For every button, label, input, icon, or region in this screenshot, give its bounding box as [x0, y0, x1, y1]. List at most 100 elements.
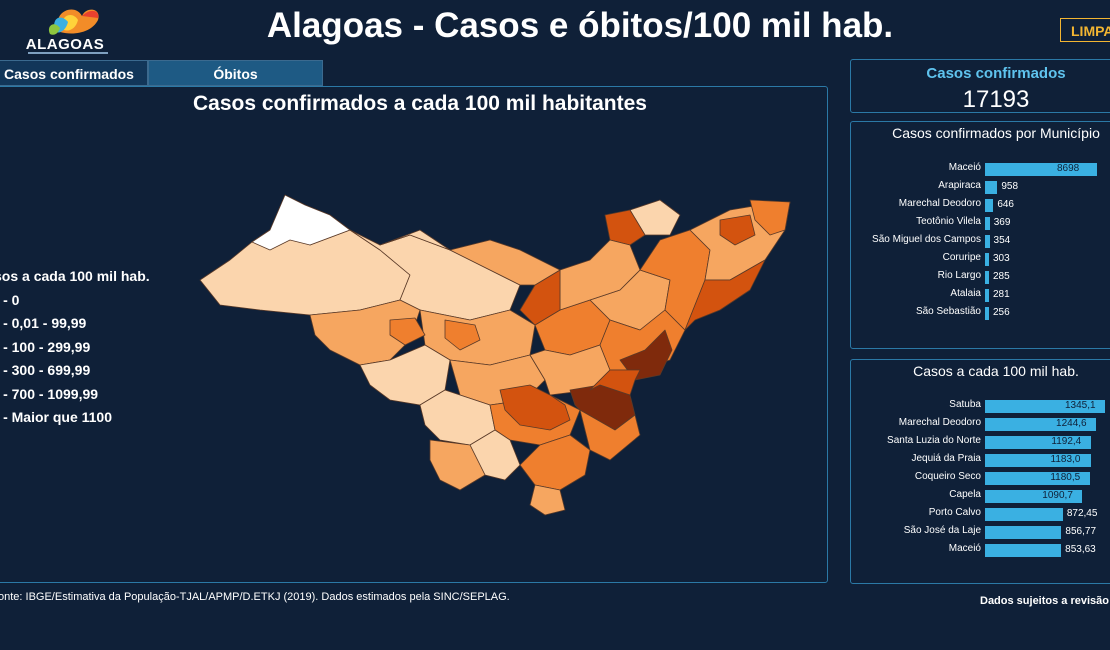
bar-row[interactable]: Teotônio Vilela: [851, 214, 981, 230]
bar-label: Maceió: [948, 543, 981, 554]
bar-label: Marechal Deodoro: [898, 198, 981, 209]
bar[interactable]: [985, 454, 1091, 467]
bar-row[interactable]: Maceió: [851, 541, 981, 557]
map-region[interactable]: [559, 239, 641, 311]
map-region[interactable]: [309, 299, 421, 366]
bar-row[interactable]: Santa Luzia do Norte: [851, 433, 981, 449]
logo-underline: [28, 52, 108, 54]
bar-row[interactable]: Coruripe: [851, 250, 981, 266]
bar[interactable]: [985, 163, 1097, 176]
cases-by-municipality-chart: Casos confirmados por Município Maceió 86…: [850, 121, 1110, 349]
bar[interactable]: [985, 253, 989, 266]
map-region[interactable]: [589, 369, 641, 396]
bar-label: São José da Laje: [903, 525, 981, 536]
bar-value-label: 958: [1001, 181, 1019, 192]
revision-disclaimer: Dados sujeitos a revisão: [980, 595, 1109, 607]
map-region[interactable]: [449, 239, 561, 286]
legend-item[interactable]: ª - Maior que 1100: [0, 409, 113, 425]
tab-casos-confirmados[interactable]: Casos confirmados: [0, 60, 148, 86]
bar-value-label: 646: [997, 199, 1014, 210]
map-region[interactable]: [579, 409, 641, 461]
map-region[interactable]: [499, 384, 571, 431]
legend-item[interactable]: ª - 700 - 1099,99: [0, 385, 99, 402]
bar-label: Coqueiro Seco: [914, 471, 981, 482]
map-region[interactable]: [719, 214, 756, 246]
map-region[interactable]: [251, 194, 351, 251]
legend-item[interactable]: ª - 300 - 699,99: [0, 362, 91, 378]
bar[interactable]: [985, 289, 989, 302]
bar[interactable]: [985, 472, 1091, 485]
bar[interactable]: [985, 544, 1062, 557]
kpi-value: 17193: [962, 86, 1030, 113]
bar-row[interactable]: Rio Largo: [851, 268, 981, 284]
bar-value-label: 281: [993, 289, 1010, 300]
bar-row[interactable]: Satuba: [851, 397, 981, 413]
bar-label: Arapiraca: [938, 180, 981, 191]
logo-text: ALAGOAS: [25, 36, 105, 53]
bar[interactable]: [985, 490, 1083, 503]
bar-label: Santa Luzia do Norte: [887, 435, 981, 446]
bar[interactable]: [985, 181, 998, 194]
bar-value-label: 1244,6: [1056, 418, 1087, 429]
bar-value-label: 303: [993, 253, 1010, 264]
bar[interactable]: [985, 400, 1105, 413]
bar-row[interactable]: Coqueiro Seco: [851, 469, 981, 485]
bar[interactable]: [985, 436, 1092, 449]
legend-title: sos a cada 100 mil hab.: [0, 268, 150, 284]
tab-obitos[interactable]: Óbitos: [148, 60, 323, 86]
legend-item[interactable]: ª - 0,01 - 99,99: [0, 315, 87, 331]
bar-label: Atalaia: [950, 288, 981, 299]
bar-label: Maceió: [948, 162, 981, 173]
bar-value-label: 1345,1: [1065, 400, 1096, 411]
bar-value-label: 1192,4: [1051, 436, 1082, 447]
bar-row[interactable]: São José da Laje: [851, 523, 981, 539]
bar-row[interactable]: Capela: [851, 487, 981, 503]
bar-value-label: 1180,5: [1050, 472, 1081, 483]
bar-value-label: 369: [993, 217, 1011, 228]
bar-value-label: 853,63: [1065, 544, 1096, 555]
map-region[interactable]: [749, 199, 791, 236]
legend-item[interactable]: ª - 0: [0, 291, 20, 308]
bar[interactable]: [985, 271, 989, 284]
legend-item[interactable]: ª - 100 - 299,99: [0, 338, 91, 355]
bar-label: São Miguel dos Campos: [872, 234, 981, 245]
bar[interactable]: [985, 199, 994, 212]
cases-per-100k-chart: Casos a cada 100 mil hab. Satuba 1345,1 Ma…: [850, 359, 1110, 584]
bar[interactable]: [985, 508, 1063, 521]
map-region[interactable]: [444, 319, 481, 351]
map-legend: sos a cada 100 mil hab. ª - 0 ª - 0,01 -…: [0, 268, 150, 433]
bar-row[interactable]: Arapiraca: [851, 178, 981, 194]
bar[interactable]: [985, 418, 1097, 431]
bar-row[interactable]: Marechal Deodoro: [851, 415, 981, 431]
bar-row[interactable]: Porto Calvo: [851, 505, 981, 521]
bar-row[interactable]: Jequiá da Praia: [851, 451, 982, 467]
bar[interactable]: [985, 526, 1062, 539]
map-region[interactable]: [684, 259, 766, 331]
alagoas-choropleth-map[interactable]: [190, 190, 800, 520]
clear-filters-button[interactable]: LIMPA: [1060, 18, 1110, 42]
map-region[interactable]: [429, 439, 486, 491]
bar-value-label: 256: [993, 307, 1010, 318]
map-region[interactable]: [529, 484, 566, 516]
chart-title: Casos confirmados por Município: [892, 125, 1100, 141]
bar-row[interactable]: Maceió: [851, 160, 981, 176]
bar-row[interactable]: Marechal Deodoro: [851, 196, 981, 212]
map-panel: [0, 86, 828, 583]
map-region[interactable]: [389, 317, 426, 346]
map-region[interactable]: [379, 229, 451, 251]
alagoas-logo: ALAGOAS: [20, 2, 110, 54]
bar[interactable]: [985, 235, 990, 248]
bar-value-label: 1090,7: [1042, 490, 1073, 501]
data-source-note: onte: IBGE/Estimativa da População-TJAL/…: [0, 591, 510, 603]
bar-row[interactable]: São Miguel dos Campos: [851, 232, 981, 248]
page-title: Alagoas - Casos e óbitos/100 mil hab.: [266, 6, 894, 45]
bar-value-label: 1183,0: [1050, 454, 1081, 465]
bar-row[interactable]: São Sebastião: [851, 304, 981, 320]
kpi-label: Casos confirmados: [926, 65, 1066, 82]
bar[interactable]: [985, 217, 990, 230]
bar-label: Jequiá da Praia: [911, 453, 982, 464]
map-region[interactable]: [604, 209, 646, 246]
bar[interactable]: [985, 307, 989, 320]
bar-value-label: 8698: [1057, 163, 1080, 174]
bar-row[interactable]: Atalaia: [851, 286, 981, 302]
